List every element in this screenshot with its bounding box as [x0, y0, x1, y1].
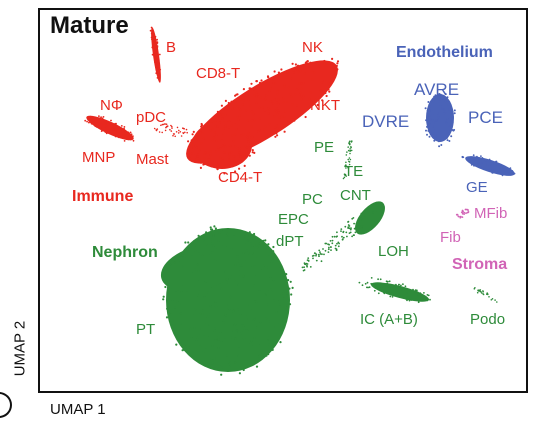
cluster-label-pce: PCE	[468, 108, 503, 127]
group-label-endothelium: Endothelium	[396, 44, 493, 61]
cluster-ge-core	[465, 156, 515, 176]
cluster-label-te: TE	[344, 163, 364, 180]
cluster-avre-dvre-core	[426, 94, 454, 142]
cluster-nphi-mnp-points	[84, 115, 135, 142]
cluster-label-pt: PT	[136, 321, 156, 338]
group-label-stroma: Stroma	[452, 256, 508, 273]
y-axis-label: UMAP 2	[11, 320, 29, 377]
cluster-label-b: B	[166, 39, 177, 56]
cluster-avre-dvre-points	[424, 93, 456, 148]
cluster-label-mnp: MNP	[82, 149, 116, 166]
cluster-label-nkt: NKT	[310, 97, 340, 114]
cluster-cd4t-points	[188, 121, 256, 175]
cluster-label-pdc: pDC	[136, 109, 167, 126]
cluster-label-mast: Mast	[136, 151, 169, 168]
cluster-label-cnt: CNT	[340, 187, 371, 204]
cluster-label-dvre: DVRE	[362, 112, 410, 131]
cluster-label-nphi: NΦ	[100, 97, 123, 114]
cluster-pe-te-points	[342, 140, 353, 180]
cluster-label-nk: NK	[302, 39, 323, 56]
cluster-ge-points	[461, 154, 516, 177]
cluster-b-core	[151, 27, 161, 83]
cluster-label-dpt: dPT	[276, 233, 304, 250]
cluster-cnt-loh-points	[301, 206, 377, 272]
cluster-label-cd4t: CD4-T	[218, 169, 263, 186]
cluster-label-loh: LOH	[378, 243, 409, 260]
cluster-label-pc: PC	[302, 191, 323, 208]
cluster-label-ic: IC (A+B)	[360, 311, 418, 328]
group-label-nephron: Nephron	[92, 244, 158, 261]
group-label-immune: Immune	[72, 188, 134, 205]
cluster-label-pe: PE	[314, 139, 335, 156]
x-axis-label: UMAP 1	[50, 401, 106, 418]
cluster-label-fib: Fib	[440, 229, 461, 246]
cluster-label-epc: EPC	[278, 211, 309, 228]
cluster-mfib-fib-points	[455, 208, 470, 219]
cluster-label-avre: AVRE	[414, 80, 460, 99]
cluster-b-points	[149, 26, 162, 79]
panel-title: Mature	[50, 12, 129, 39]
cluster-label-cd8t: CD8-T	[196, 65, 241, 82]
cluster-label-podo: Podo	[470, 311, 506, 328]
cluster-pt-points	[162, 225, 294, 376]
cluster-label-mfib: MFib	[474, 205, 508, 222]
cluster-podo-points	[473, 287, 498, 303]
cluster-ic-points	[358, 277, 431, 304]
cluster-ic-core	[370, 282, 430, 302]
cluster-mast-points	[153, 123, 188, 138]
cluster-label-ge: GE	[466, 179, 488, 196]
